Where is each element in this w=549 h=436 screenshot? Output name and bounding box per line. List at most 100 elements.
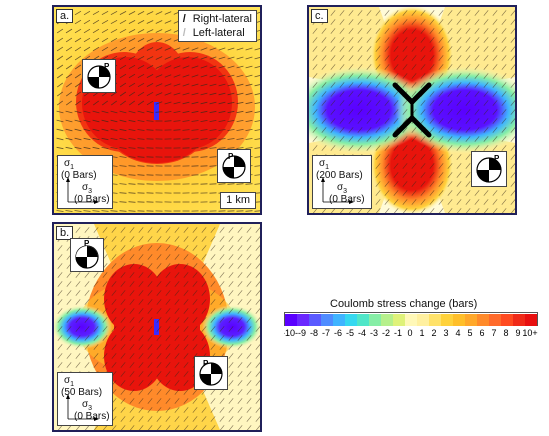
slip-tick (192, 335, 198, 341)
colorbar-tick-label: 10+ (522, 328, 537, 338)
slip-tick (227, 83, 235, 87)
slip-tick (57, 425, 63, 430)
slip-tick (92, 28, 100, 34)
slip-tick (119, 64, 127, 70)
slip-tick (155, 111, 163, 113)
slip-tick (137, 165, 145, 167)
slip-tick (492, 64, 498, 70)
slip-tick (348, 19, 354, 25)
slip-tick (155, 74, 163, 78)
slip-tick (128, 11, 136, 15)
slip-tick (402, 199, 408, 205)
slip-tick (66, 299, 72, 305)
p-axis-label: P (104, 62, 110, 71)
slip-tick (183, 245, 189, 251)
slip-tick (465, 181, 471, 187)
slip-tick (501, 145, 507, 151)
slip-tick (384, 19, 390, 25)
slip-tick (228, 416, 234, 422)
slip-tick (183, 272, 189, 278)
sigma1-value: (200 Bars) (316, 170, 363, 181)
slip-tick (402, 181, 408, 187)
slip-tick (200, 129, 208, 131)
slip-tick (209, 129, 217, 131)
slip-tick (348, 100, 354, 106)
slip-tick (246, 380, 252, 386)
slip-tick (339, 10, 345, 16)
slip-tick (384, 136, 390, 142)
slip-tick (411, 91, 417, 97)
slip-tick (402, 172, 408, 178)
slip-tick (147, 272, 153, 278)
slip-tick (510, 190, 515, 196)
slip-tick (156, 263, 162, 269)
slip-tick (237, 335, 243, 341)
slip-tick (420, 73, 426, 79)
slip-tick (147, 398, 153, 404)
slip-tick (84, 290, 90, 296)
slip-tick (84, 281, 90, 287)
slip-tick (465, 55, 471, 61)
slip-tick (101, 37, 109, 43)
slip-tick (164, 56, 172, 60)
slip-tick (254, 93, 260, 96)
slip-tick (201, 344, 207, 350)
slip-tick (164, 74, 172, 78)
slip-tick (420, 199, 426, 205)
slip-tick (84, 353, 90, 359)
slip-tick (138, 281, 144, 287)
slip-tick (348, 118, 354, 124)
slip-tick (102, 227, 108, 233)
slip-tick (411, 46, 417, 52)
slip-tick (165, 308, 171, 314)
slip-tick (246, 416, 252, 422)
slip-tick (65, 119, 73, 123)
slip-tick (209, 47, 217, 51)
slip-tick (219, 317, 225, 323)
slip-tick (237, 389, 243, 395)
slip-tick (93, 299, 99, 305)
slip-tick (147, 326, 153, 332)
slip-tick (174, 371, 180, 377)
slip-tick (384, 46, 390, 52)
slip-tick (200, 56, 208, 60)
slip-tick (102, 326, 108, 332)
slip-tick (147, 227, 153, 233)
colorbar-tick-label: 6 (479, 328, 484, 338)
slip-tick (164, 111, 172, 113)
slip-tick (420, 172, 426, 178)
slip-tick (111, 245, 117, 251)
slip-tick (65, 73, 73, 79)
slip-tick (165, 227, 171, 233)
slip-tick (447, 28, 453, 34)
slip-tick (84, 299, 90, 305)
slip-tick (492, 37, 498, 43)
slip-tick (138, 290, 144, 296)
slip-tick (57, 335, 63, 341)
slip-tick (312, 100, 318, 106)
slip-tick (111, 362, 117, 368)
slip-tick (128, 210, 136, 212)
slip-tick (501, 136, 507, 142)
slip-tick (119, 201, 127, 203)
slip-tick (120, 371, 126, 377)
slip-tick (183, 407, 189, 413)
slip-tick (254, 174, 260, 176)
slip-tick (101, 28, 109, 34)
slip-tick (227, 56, 235, 60)
focal-mechanism-lower: P (217, 149, 251, 183)
slip-tick (219, 272, 225, 278)
slip-tick (384, 91, 390, 97)
slip-tick (465, 109, 471, 115)
slip-tick (420, 181, 426, 187)
slip-tick (429, 163, 435, 169)
slip-tick (173, 129, 181, 131)
slip-tick (146, 129, 154, 131)
slip-tick (393, 109, 399, 115)
slip-tick (74, 146, 82, 150)
slip-tick (474, 82, 480, 88)
slip-tick (182, 92, 190, 96)
slip-tick (93, 317, 99, 323)
slip-tick (312, 127, 318, 133)
slip-tick (492, 118, 498, 124)
